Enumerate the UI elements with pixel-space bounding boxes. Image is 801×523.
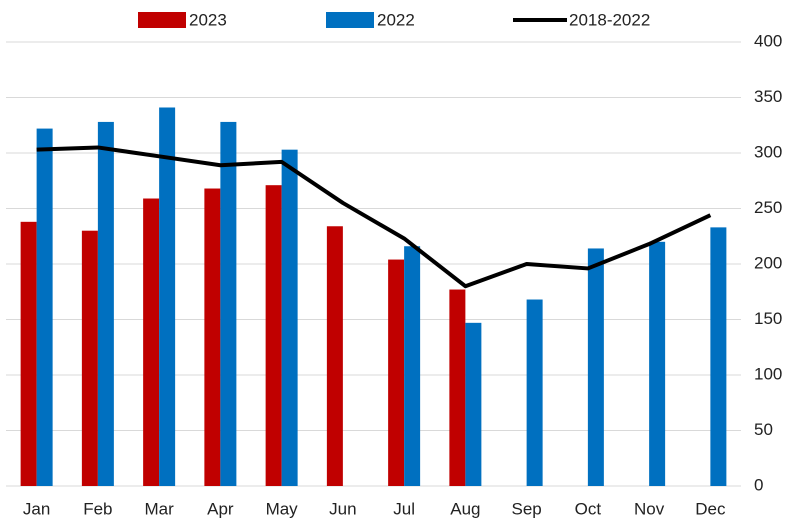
bar (97, 121, 114, 487)
y-tick-label: 150 (754, 309, 782, 328)
bar (220, 121, 237, 487)
line (36, 145, 712, 289)
y-tick-label: 50 (754, 420, 773, 439)
y-tick-label: 400 (754, 31, 782, 50)
legend-label: 2023 (189, 10, 227, 29)
bar (326, 226, 343, 486)
legend-label: 2022 (377, 10, 415, 29)
x-tick-label: Jan (23, 499, 50, 518)
bar (265, 185, 282, 486)
legend-label: 2018-2022 (569, 10, 650, 29)
bar (36, 128, 53, 486)
y-tick-label: 350 (754, 87, 782, 106)
bar (143, 198, 160, 486)
x-tick-label: Apr (207, 499, 234, 518)
y-tick-label: 100 (754, 364, 782, 383)
bar (526, 299, 543, 486)
x-tick-label: Nov (634, 499, 665, 518)
bar (81, 230, 98, 486)
x-tick-label: Dec (695, 499, 726, 518)
y-tick-label: 250 (754, 198, 782, 217)
x-tick-label: Aug (450, 499, 480, 518)
bar (710, 227, 727, 486)
bar (404, 246, 421, 486)
legend-swatch (326, 12, 374, 28)
x-tick-label: Sep (512, 499, 542, 518)
bar (281, 149, 298, 487)
legend-swatch (138, 12, 186, 28)
y-tick-label: 300 (754, 142, 782, 161)
bar (649, 241, 666, 486)
bar (20, 221, 37, 486)
bar (587, 248, 604, 486)
bar (388, 259, 405, 486)
x-tick-label: Mar (144, 499, 174, 518)
x-tick-label: Feb (83, 499, 112, 518)
bar (159, 107, 176, 487)
x-tick-label: May (266, 499, 299, 518)
bar (465, 322, 482, 486)
bar (449, 289, 466, 486)
y-tick-label: 200 (754, 253, 782, 272)
x-tick-label: Jun (329, 499, 356, 518)
y-tick-label: 0 (754, 475, 763, 494)
bar (204, 188, 221, 486)
x-tick-label: Oct (575, 499, 602, 518)
x-tick-label: Jul (393, 499, 415, 518)
